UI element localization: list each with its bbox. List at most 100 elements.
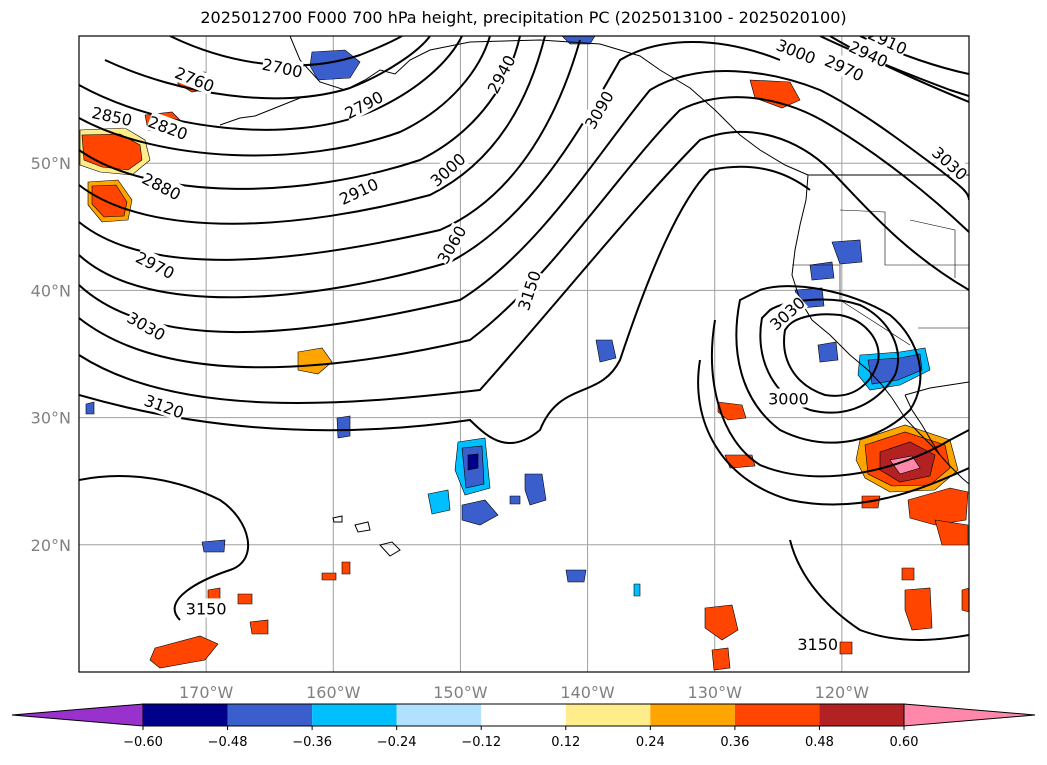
colorbar-bin bbox=[481, 704, 566, 726]
contour-label-bg bbox=[139, 168, 185, 204]
map-title: 2025012700 F000 700 hPa height, precipit… bbox=[200, 8, 847, 27]
colorbar-tick-label: −0.36 bbox=[292, 735, 332, 750]
colorbar-tick-label: 0.36 bbox=[720, 735, 749, 750]
longitude-label: 170°W bbox=[179, 683, 234, 702]
precip-patch bbox=[961, 587, 969, 613]
height-contour bbox=[79, 39, 581, 261]
height-contour bbox=[169, 36, 403, 67]
height-contour bbox=[735, 285, 922, 444]
longitude-label: 130°W bbox=[688, 683, 743, 702]
longitude-labels: 170°W 160°W 150°W 140°W 130°W 120°W bbox=[179, 683, 869, 702]
precip-patch bbox=[321, 572, 337, 581]
precipitation-shading bbox=[79, 36, 969, 671]
precip-patch bbox=[565, 569, 587, 583]
precip-patch bbox=[889, 455, 921, 475]
precip-patch bbox=[867, 353, 923, 385]
colorbar-tick-label: 0.48 bbox=[805, 735, 834, 750]
precip-patch bbox=[91, 184, 128, 218]
height-contour bbox=[79, 36, 491, 157]
precip-patch bbox=[201, 539, 226, 553]
contour-label-bg bbox=[260, 53, 305, 81]
height-contour bbox=[79, 131, 969, 404]
contour-label-bg bbox=[797, 634, 838, 654]
colorbar-extend-low bbox=[11, 703, 144, 727]
precip-patch bbox=[237, 593, 253, 605]
height-contour bbox=[711, 319, 969, 478]
baja-peninsula bbox=[904, 394, 941, 456]
precip-patch bbox=[427, 489, 451, 515]
longitude-label: 140°W bbox=[560, 683, 615, 702]
precip-patch bbox=[717, 401, 747, 421]
colorbar-bin bbox=[819, 704, 904, 726]
contour-label-bg bbox=[124, 307, 169, 344]
contour-label-bg bbox=[432, 222, 470, 267]
hawaii-island bbox=[332, 515, 343, 523]
precip-patch bbox=[934, 519, 969, 546]
colorbar-bin bbox=[734, 704, 820, 726]
height-contour bbox=[697, 359, 969, 506]
state-border bbox=[909, 219, 956, 278]
contour-label-bg bbox=[146, 111, 191, 143]
colorbar-tick-label: −0.12 bbox=[461, 735, 501, 750]
longitude-label: 150°W bbox=[433, 683, 488, 702]
colorbar-bin bbox=[565, 704, 651, 726]
contour-label-bg bbox=[774, 36, 819, 68]
precip-patch bbox=[309, 49, 361, 81]
latitude-label: 40°N bbox=[31, 281, 71, 300]
precip-patch bbox=[595, 339, 617, 363]
contour-label: 3150 bbox=[186, 599, 227, 618]
precip-patch bbox=[817, 341, 839, 363]
precip-patch bbox=[711, 647, 731, 671]
contour-label-bg bbox=[822, 50, 867, 85]
contour-label-bg bbox=[341, 86, 386, 123]
precip-patch bbox=[907, 487, 969, 526]
hawaii-island bbox=[354, 521, 371, 533]
contour-label-bg bbox=[186, 598, 227, 618]
precip-patch bbox=[831, 239, 863, 265]
height-contour bbox=[79, 70, 969, 334]
colorbar: −0.60 −0.48 −0.36 −0.24 −0.12 0.12 0.24 0.36 0.4… bbox=[11, 703, 1036, 750]
colorbar-tick-label: 0.60 bbox=[890, 735, 919, 750]
height-contour bbox=[104, 36, 431, 100]
precip-patch bbox=[336, 415, 351, 439]
colorbar-bin bbox=[312, 704, 397, 726]
precip-patch bbox=[904, 587, 933, 631]
latitude-labels: 50°N 40°N 30°N 20°N bbox=[31, 154, 71, 555]
colorbar-tick-label: −0.24 bbox=[377, 735, 417, 750]
contour-label-bg bbox=[580, 87, 617, 132]
latitude-label: 30°N bbox=[31, 409, 71, 428]
colorbar-bin bbox=[650, 704, 735, 726]
contour-label: 3150 bbox=[797, 635, 838, 654]
height-contour bbox=[79, 96, 969, 369]
precip-patch bbox=[901, 567, 915, 581]
precip-patch bbox=[839, 641, 853, 655]
precip-patch bbox=[249, 619, 269, 635]
precip-patch bbox=[524, 473, 547, 506]
colorbar-extend-high bbox=[903, 703, 1036, 727]
latitude-label: 50°N bbox=[31, 154, 71, 173]
precip-patch bbox=[149, 635, 219, 669]
colorbar-frame bbox=[142, 703, 905, 727]
height-contour bbox=[79, 36, 463, 131]
plot-frame bbox=[78, 35, 970, 673]
precip-patch bbox=[809, 261, 835, 281]
height-contour bbox=[79, 36, 546, 225]
precip-patch bbox=[461, 499, 499, 526]
contour-label-bg bbox=[482, 51, 519, 97]
state-border bbox=[792, 264, 911, 346]
contour-label-bg bbox=[768, 388, 809, 408]
height-contour bbox=[759, 298, 900, 414]
height-contour bbox=[829, 36, 969, 103]
contour-label-bg bbox=[133, 246, 178, 283]
height-contour bbox=[79, 475, 249, 621]
precip-patch bbox=[509, 495, 521, 505]
state-border bbox=[839, 209, 969, 266]
contour-label-bg bbox=[865, 36, 910, 58]
contour-label-group: 3000 bbox=[768, 388, 809, 409]
precip-patch bbox=[467, 453, 479, 471]
contour-label-bg bbox=[90, 102, 134, 130]
aleutian-islands bbox=[219, 97, 301, 126]
colorbar-tick-label: −0.60 bbox=[123, 735, 163, 750]
contour-label-bg bbox=[929, 142, 969, 184]
contour-label-bg bbox=[513, 268, 544, 313]
